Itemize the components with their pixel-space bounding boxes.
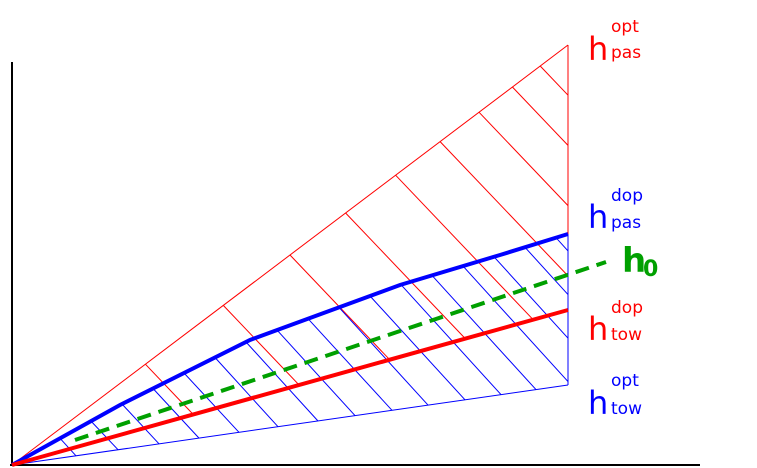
blue-hatch-line	[400, 284, 502, 395]
label-superscript: dop	[611, 298, 643, 318]
label-subscript: tow	[611, 399, 642, 419]
red-hatch-line	[439, 141, 569, 277]
blue-hatch-line	[90, 420, 119, 451]
red-hatching	[145, 65, 569, 415]
label-superscript: opt	[611, 371, 639, 391]
red-hatch-line	[478, 111, 569, 206]
red-hatch-line	[395, 174, 534, 321]
blue-hatch-line	[245, 341, 319, 422]
label-superscript: dop	[611, 186, 643, 206]
blue-hatch-line	[276, 329, 356, 416]
blue-hatch-line	[214, 357, 279, 428]
blue-hatch-line	[152, 388, 200, 439]
label-subscript: pas	[611, 43, 641, 63]
label-base: h	[622, 241, 646, 281]
h-dop-tow-line	[11, 308, 569, 467]
blue-hatch-line	[493, 256, 569, 339]
label-h-dop-pas: h dop pas	[588, 186, 643, 236]
blue-hatch-line	[369, 295, 466, 401]
h-dop-pas-curve	[11, 232, 569, 467]
label-h-dop-tow: h dop tow	[588, 298, 643, 348]
blue-lower-edge	[11, 384, 569, 466]
red-hatch-line	[222, 305, 300, 386]
label-base: h	[588, 30, 608, 68]
red-hatch-line	[512, 86, 569, 146]
label-base: h	[588, 198, 608, 236]
blue-hatch-line	[524, 246, 569, 295]
label-subscript: 0	[643, 257, 658, 282]
blue-hatch-line	[338, 307, 429, 406]
label-h-opt-pas: h opt pas	[588, 17, 641, 68]
blue-hatching	[59, 237, 569, 457]
blue-hatch-line	[121, 403, 160, 445]
red-hatch-line	[145, 363, 194, 415]
h-0-dashed-line	[74, 260, 607, 442]
label-h-0: h 0	[622, 241, 658, 282]
blue-hatch-line	[555, 237, 569, 252]
red-hatch-line	[345, 212, 466, 339]
label-subscript: tow	[611, 325, 642, 345]
blue-hatch-line	[307, 318, 393, 411]
label-h-opt-tow: h opt tow	[588, 371, 642, 422]
blue-hatch-line	[59, 437, 77, 457]
label-base: h	[588, 384, 608, 422]
label-superscript: opt	[611, 17, 639, 37]
blue-region	[11, 234, 569, 466]
blue-hatch-line	[183, 372, 240, 433]
red-hatch-line	[539, 65, 569, 96]
label-subscript: pas	[611, 213, 641, 233]
axes	[10, 62, 700, 466]
label-base: h	[588, 310, 608, 348]
